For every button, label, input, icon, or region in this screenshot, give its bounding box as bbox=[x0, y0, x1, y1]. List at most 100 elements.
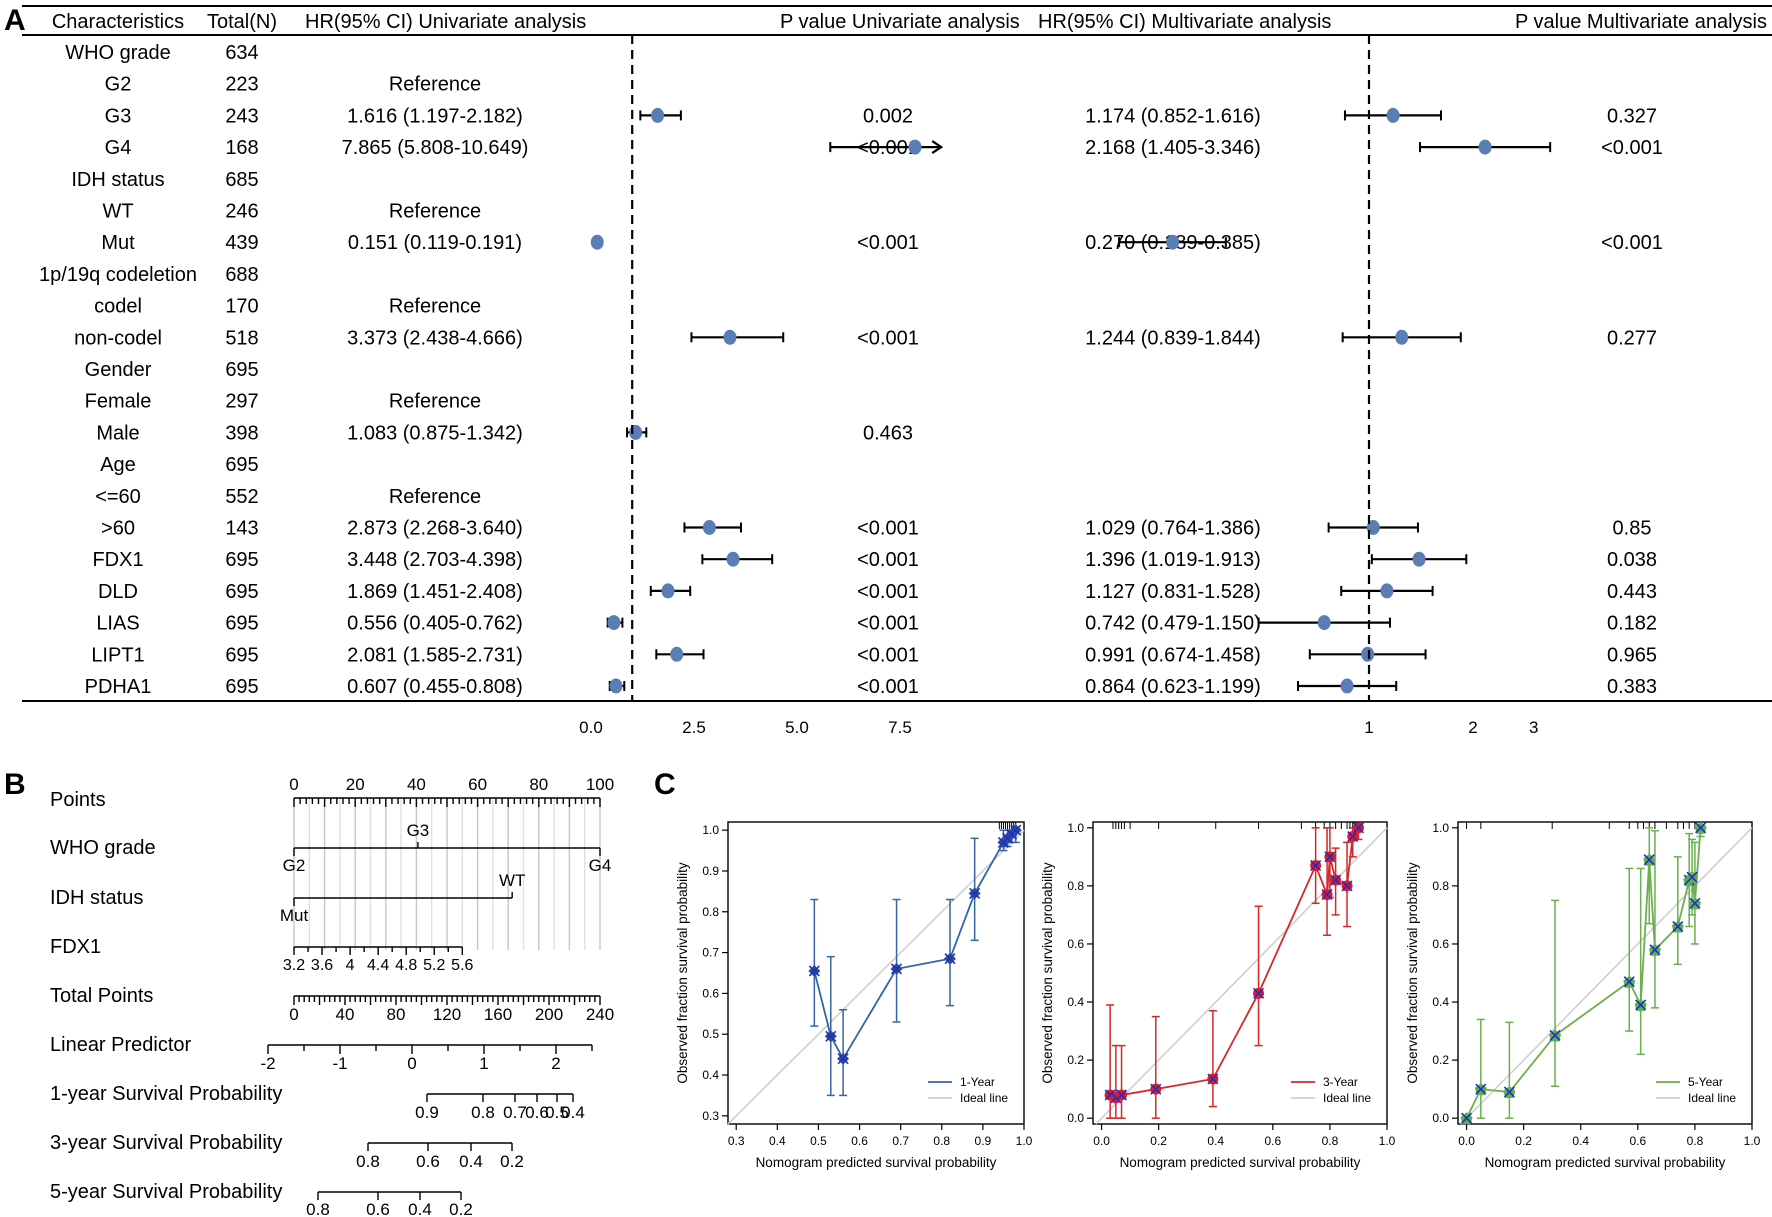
row-total: 168 bbox=[225, 137, 258, 159]
uni-hr-point bbox=[702, 520, 716, 535]
x-tick-label: 0.0 bbox=[1458, 1134, 1475, 1148]
idh-level-mut: Mut bbox=[280, 906, 309, 925]
apparent-point-x bbox=[825, 1030, 837, 1042]
y-tick-label: 0.8 bbox=[702, 905, 719, 919]
row-multi-hr: 1.029 (0.764-1.386) bbox=[1085, 518, 1261, 540]
points-tick-label: 60 bbox=[468, 775, 487, 794]
y-axis-label: Observed fraction survival probability bbox=[1040, 862, 1055, 1084]
x-tick-label: 0.2 bbox=[1515, 1134, 1532, 1148]
row-label: G4 bbox=[105, 137, 132, 159]
x-tick-label: 0.3 bbox=[728, 1134, 745, 1148]
row-total: 695 bbox=[225, 644, 258, 666]
x-tick-label: 0.8 bbox=[933, 1134, 950, 1148]
apparent-point-x bbox=[1330, 874, 1342, 886]
apparent-point-x bbox=[1686, 871, 1698, 883]
uni-axis-tick-label: 2.5 bbox=[682, 718, 706, 737]
nomo-label-s1: 1-year Survival Probability bbox=[50, 1083, 282, 1105]
x-axis-label: Nomogram predicted survival probability bbox=[1120, 1155, 1361, 1170]
row-label: LIAS bbox=[96, 613, 139, 635]
legend-label-series: 1-Year bbox=[960, 1075, 995, 1089]
row-label: <=60 bbox=[95, 486, 141, 508]
apparent-point-x bbox=[1635, 999, 1647, 1011]
apparent-point-x bbox=[837, 1053, 849, 1065]
nomo-label-lp: Linear Predictor bbox=[50, 1034, 192, 1056]
fdx1-tick-label: 4 bbox=[346, 957, 355, 974]
row-total: 634 bbox=[225, 42, 258, 64]
uni-hr-point bbox=[661, 583, 675, 599]
row-multi-p: <0.001 bbox=[1601, 232, 1663, 254]
row-label: 1p/19q codeletion bbox=[39, 264, 197, 286]
row-uni-hr: 0.556 (0.405-0.762) bbox=[347, 613, 523, 635]
row-multi-hr: 1.244 (0.839-1.844) bbox=[1085, 327, 1261, 349]
row-total: 518 bbox=[225, 327, 258, 349]
multi-hr-point bbox=[1412, 551, 1426, 567]
row-multi-hr: 1.396 (1.019-1.913) bbox=[1085, 549, 1261, 571]
y-tick-label: 0.5 bbox=[702, 1027, 719, 1041]
uni-hr-point bbox=[908, 139, 922, 155]
total-tick-label: 80 bbox=[387, 1005, 406, 1024]
s1-tick-label: 0.6 bbox=[525, 1103, 549, 1122]
apparent-point-x bbox=[1460, 1112, 1473, 1124]
total-tick-label: 0 bbox=[289, 1005, 298, 1024]
lp-tick-label: 1 bbox=[479, 1054, 488, 1073]
calibration-plot-3: 0.0 0.2 0.4 0.6 0.8 1.0 0.0 0.2 0.4 0.6 0.8 1.0 Nomo… bbox=[1405, 821, 1761, 1170]
s5-tick-label: 0.8 bbox=[306, 1200, 330, 1217]
multi-axis-tick-label: 1 bbox=[1364, 718, 1373, 737]
who-level-g2: G2 bbox=[283, 856, 306, 875]
row-uni-p: 0.463 bbox=[863, 422, 913, 444]
idh-level-wt: WT bbox=[499, 871, 525, 890]
x-tick-label: 0.4 bbox=[1207, 1134, 1224, 1148]
apparent-point-x bbox=[1150, 1083, 1162, 1095]
apparent-point-x bbox=[1321, 889, 1333, 901]
y-tick-label: 0.6 bbox=[1432, 937, 1449, 951]
forest-rows: WHO grade 634 G2 223 Reference G3 243 1.616 (1.… bbox=[39, 42, 1663, 698]
apparent-point-x bbox=[1623, 976, 1635, 988]
header-multi-hr: HR(95% CI) Multivariate analysis bbox=[1038, 11, 1331, 33]
y-tick-label: 0.0 bbox=[1432, 1111, 1449, 1125]
row-multi-p: 0.327 bbox=[1607, 105, 1657, 127]
row-multi-hr: 0.742 (0.479-1.150) bbox=[1085, 613, 1261, 635]
y-tick-label: 0.2 bbox=[1067, 1053, 1084, 1067]
apparent-point-x bbox=[1643, 854, 1655, 866]
x-axis-label: Nomogram predicted survival probability bbox=[1485, 1155, 1726, 1170]
row-total: 695 bbox=[225, 676, 258, 698]
x-tick-label: 0.0 bbox=[1093, 1134, 1110, 1148]
points-tick-label: 0 bbox=[289, 775, 298, 794]
y-tick-label: 0.2 bbox=[1432, 1053, 1449, 1067]
row-total: 688 bbox=[225, 264, 258, 286]
nomo-label-s3: 3-year Survival Probability bbox=[50, 1132, 282, 1154]
y-tick-label: 1.0 bbox=[1432, 821, 1449, 835]
x-tick-label: 1.0 bbox=[1016, 1134, 1033, 1148]
row-label: Female bbox=[85, 391, 152, 413]
panel-label-b: B bbox=[4, 768, 26, 801]
y-axis-label: Observed fraction survival probability bbox=[1405, 862, 1420, 1084]
row-label: Gender bbox=[85, 359, 152, 381]
lp-tick-label: 0 bbox=[407, 1054, 416, 1073]
row-uni-p: <0.001 bbox=[857, 613, 919, 635]
x-tick-label: 1.0 bbox=[1744, 1134, 1761, 1148]
row-multi-p: 0.443 bbox=[1607, 581, 1657, 603]
s3-tick-label: 0.8 bbox=[356, 1152, 380, 1171]
row-label: LIPT1 bbox=[91, 644, 144, 666]
nomo-label-who: WHO grade bbox=[50, 837, 156, 859]
row-uni-hr: 2.081 (1.585-2.731) bbox=[347, 644, 523, 666]
row-total: 243 bbox=[225, 105, 258, 127]
row-multi-p: 0.965 bbox=[1607, 644, 1657, 666]
nomo-label-s5: 5-year Survival Probability bbox=[50, 1181, 282, 1203]
forest-marks bbox=[590, 107, 1552, 694]
y-tick-label: 0.6 bbox=[702, 986, 719, 1000]
y-tick-label: 0.4 bbox=[702, 1068, 719, 1082]
row-uni-p: <0.001 bbox=[857, 518, 919, 540]
legend-label-ideal: Ideal line bbox=[1688, 1091, 1736, 1105]
row-uni-p: <0.001 bbox=[857, 644, 919, 666]
x-tick-label: 0.2 bbox=[1150, 1134, 1167, 1148]
apparent-point-x bbox=[1649, 944, 1661, 956]
uni-hr-point bbox=[651, 107, 665, 123]
fdx1-tick-label: 3.2 bbox=[283, 957, 305, 974]
points-tick-label: 100 bbox=[586, 775, 614, 794]
series-line bbox=[1465, 827, 1702, 1119]
x-axis-label: Nomogram predicted survival probability bbox=[756, 1155, 997, 1170]
x-tick-label: 0.6 bbox=[851, 1134, 868, 1148]
row-uni-hr: 1.083 (0.875-1.342) bbox=[347, 422, 523, 444]
calibration-plots: 0.3 0.4 0.5 0.6 0.7 0.8 0.9 1.0 0.3 0.4 0.5 0.6 0.7 0… bbox=[675, 821, 1761, 1170]
